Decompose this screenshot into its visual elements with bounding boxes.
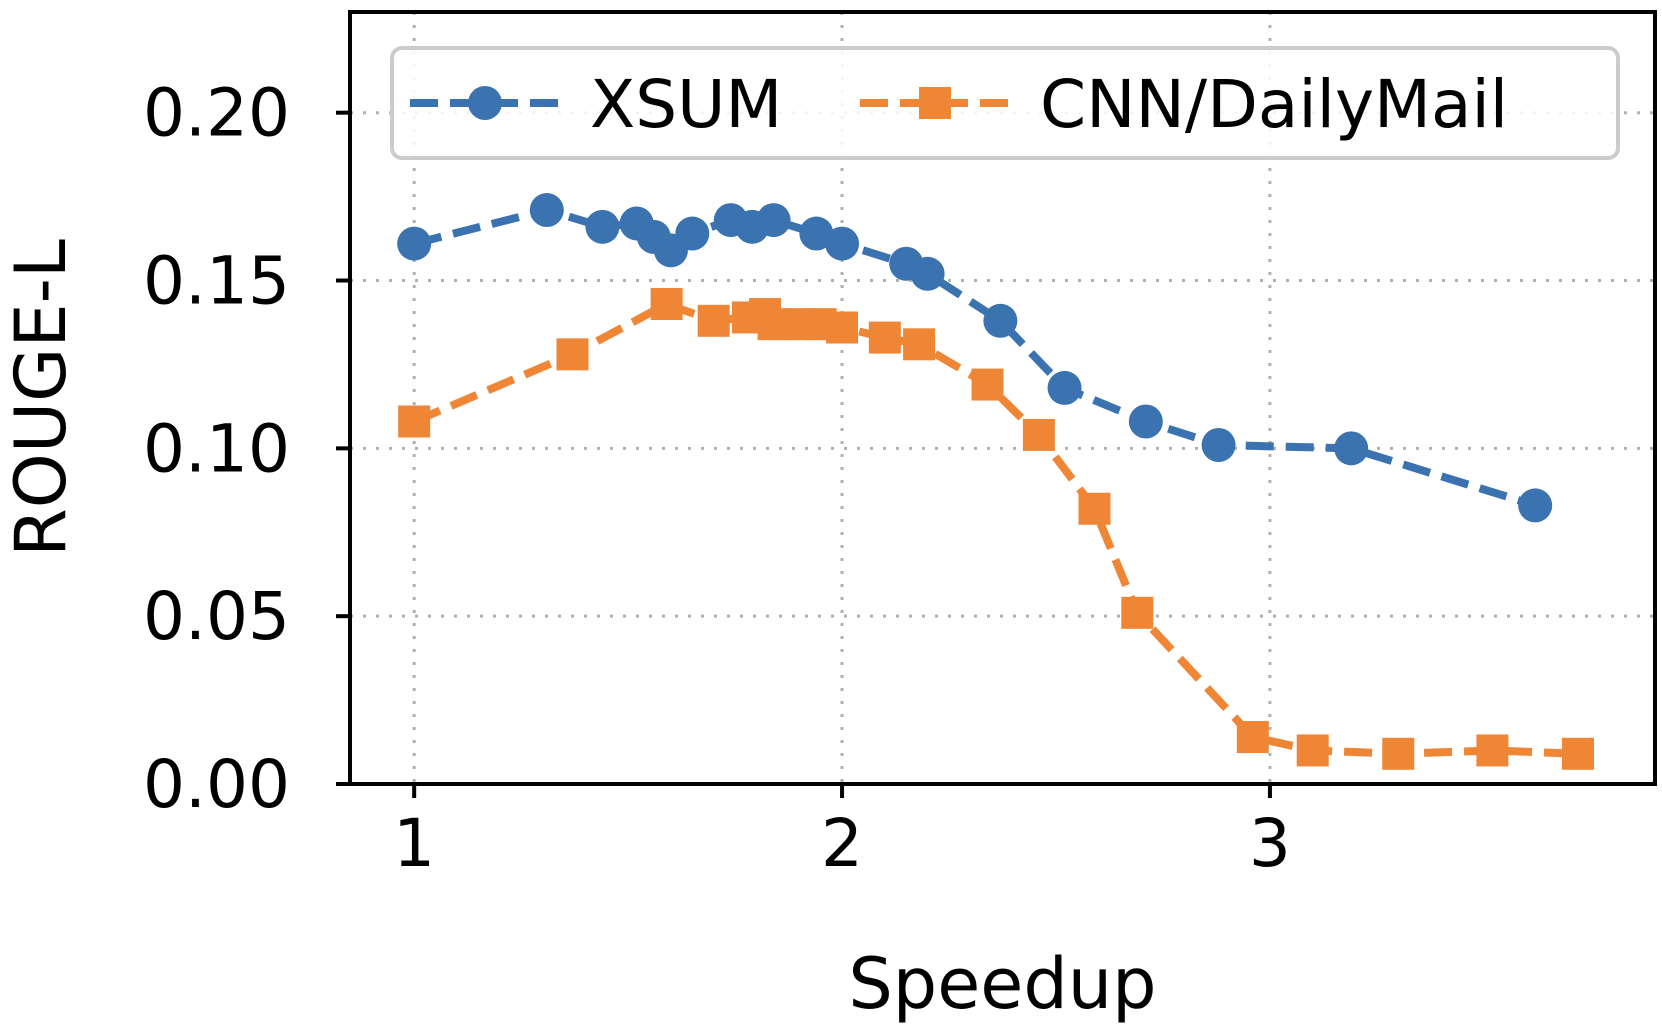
x-tick-label-2: 3	[1249, 805, 1291, 882]
data-point-cnn-dailymail-13	[1022, 418, 1055, 451]
legend-marker-xsum	[468, 86, 502, 120]
data-point-xsum-14	[983, 303, 1018, 338]
data-point-xsum-1	[529, 193, 564, 228]
legend-marker-cnn-dailymail	[919, 87, 951, 119]
data-point-xsum-9	[756, 203, 791, 238]
data-point-xsum-0	[397, 226, 432, 261]
data-point-cnn-dailymail-18	[1382, 737, 1415, 770]
y-tick-label-0: 0.00	[143, 746, 290, 823]
data-point-xsum-6	[675, 216, 710, 251]
data-point-cnn-dailymail-3	[697, 304, 730, 337]
data-point-cnn-dailymail-15	[1121, 596, 1154, 629]
axis-layer: 1 2 3 0.00 0.05 0.10 0.15 0.20 Speedup ROUGE-L	[0, 75, 1291, 1025]
data-point-xsum-2	[585, 209, 620, 244]
data-point-cnn-dailymail-9	[826, 311, 859, 344]
data-point-xsum-11	[825, 226, 860, 261]
y-tick-label-3: 0.15	[143, 243, 290, 320]
data-point-xsum-13	[910, 256, 945, 291]
data-point-cnn-dailymail-12	[971, 368, 1004, 401]
y-tick-label-2: 0.10	[143, 410, 290, 487]
series-layer	[397, 193, 1594, 770]
legend-label-xsum: XSUM	[590, 66, 782, 143]
series-xsum	[397, 193, 1553, 523]
y-tick-label-1: 0.05	[143, 578, 290, 655]
data-point-cnn-dailymail-14	[1078, 492, 1111, 525]
data-point-xsum-16	[1128, 404, 1163, 439]
legend: XSUM CNN/DailyMail	[390, 46, 1620, 160]
data-point-cnn-dailymail-11	[903, 328, 936, 361]
data-point-xsum-17	[1201, 427, 1236, 462]
data-point-cnn-dailymail-10	[868, 321, 901, 354]
series-cnn-dailymail	[398, 288, 1594, 770]
data-point-xsum-19	[1518, 488, 1553, 523]
data-point-xsum-10	[799, 216, 834, 251]
y-tick-label-4: 0.20	[143, 75, 290, 152]
x-axis-label: Speedup	[848, 943, 1156, 1025]
data-point-xsum-15	[1047, 370, 1082, 405]
data-point-cnn-dailymail-16	[1236, 721, 1269, 754]
legend-entry-xsum: XSUM	[410, 66, 782, 143]
data-point-xsum-18	[1334, 431, 1369, 466]
data-point-cnn-dailymail-2	[650, 288, 683, 321]
legend-label-cnn-dailymail: CNN/DailyMail	[1040, 66, 1508, 143]
x-tick-label-1: 2	[821, 805, 863, 882]
data-point-cnn-dailymail-1	[556, 338, 589, 371]
data-point-cnn-dailymail-19	[1476, 734, 1509, 767]
data-point-cnn-dailymail-20	[1561, 737, 1594, 770]
legend-entry-cnn-dailymail: CNN/DailyMail	[860, 66, 1508, 143]
y-axis-label: ROUGE-L	[0, 239, 82, 557]
plot-frame	[348, 10, 1657, 786]
data-point-cnn-dailymail-0	[398, 405, 431, 438]
data-point-cnn-dailymail-17	[1296, 734, 1329, 767]
x-tick-label-0: 1	[393, 805, 435, 882]
